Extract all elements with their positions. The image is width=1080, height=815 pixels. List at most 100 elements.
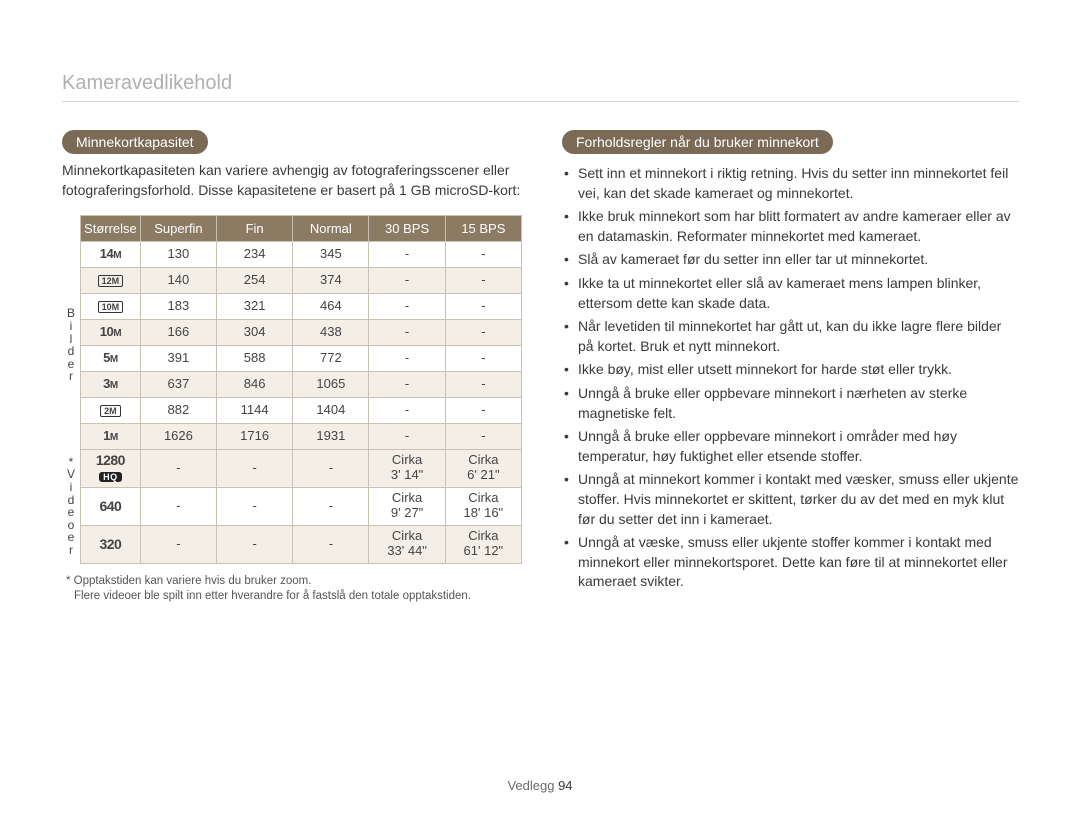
size-cell: 14M — [81, 241, 141, 267]
data-cell: 254 — [217, 267, 293, 293]
col-fin: Fin — [217, 215, 293, 241]
data-cell: 637 — [140, 371, 216, 397]
data-cell: 772 — [293, 345, 369, 371]
data-cell: - — [369, 423, 445, 449]
table-row: 10M166304438-- — [62, 319, 522, 345]
data-cell: - — [293, 525, 369, 563]
data-cell: - — [217, 487, 293, 525]
list-item: Unngå å bruke eller oppbevare minnekort … — [562, 427, 1020, 466]
list-item: Ikke bruk minnekort som har blitt format… — [562, 207, 1020, 246]
col-30bps: 30 BPS — [369, 215, 445, 241]
footnote-1: * Opptakstiden kan variere hvis du bruke… — [62, 574, 522, 590]
data-cell: 391 — [140, 345, 216, 371]
data-cell: - — [369, 267, 445, 293]
data-cell: 130 — [140, 241, 216, 267]
precautions-list: Sett inn et minnekort i riktig retning. … — [562, 164, 1020, 592]
data-cell: - — [445, 293, 521, 319]
data-cell: - — [293, 487, 369, 525]
right-column: Forholdsregler når du bruker minnekort S… — [562, 130, 1020, 605]
page-title: Kameravedlikehold — [62, 72, 1020, 102]
group-label-videoer: *Videoer — [62, 449, 81, 563]
footnote-2: Flere videoer ble spilt inn etter hveran… — [62, 589, 522, 605]
data-cell: 140 — [140, 267, 216, 293]
list-item: Unngå å bruke eller oppbevare minnekort … — [562, 384, 1020, 423]
col-normal: Normal — [293, 215, 369, 241]
data-cell: - — [140, 487, 216, 525]
size-cell: 1280HQ — [81, 449, 141, 487]
data-cell: - — [217, 449, 293, 487]
data-cell: - — [369, 241, 445, 267]
col-storrelse: Størrelse — [81, 215, 141, 241]
table-row: *Videoer1280HQ---Cirka3' 14"Cirka6' 21" — [62, 449, 522, 487]
data-cell: 846 — [217, 371, 293, 397]
size-cell: 5M — [81, 345, 141, 371]
data-cell: Cirka9' 27" — [369, 487, 445, 525]
data-cell: 234 — [217, 241, 293, 267]
data-cell: 1931 — [293, 423, 369, 449]
data-cell: 345 — [293, 241, 369, 267]
heading-minnekortkapasitet: Minnekortkapasitet — [62, 130, 208, 154]
size-cell: 10M — [81, 293, 141, 319]
data-cell: - — [445, 319, 521, 345]
data-cell: - — [369, 397, 445, 423]
left-column: Minnekortkapasitet Minnekortkapasiteten … — [62, 130, 522, 605]
size-cell: 12M — [81, 267, 141, 293]
data-cell: 374 — [293, 267, 369, 293]
list-item: Når levetiden til minnekortet har gått u… — [562, 317, 1020, 356]
size-cell: 320 — [81, 525, 141, 563]
data-cell: Cirka6' 21" — [445, 449, 521, 487]
list-item: Ikke bøy, mist eller utsett minnekort fo… — [562, 360, 1020, 380]
data-cell: - — [369, 371, 445, 397]
intro-text: Minnekortkapasiteten kan variere avhengi… — [62, 160, 522, 201]
table-row: 640---Cirka9' 27"Cirka18' 16" — [62, 487, 522, 525]
data-cell: Cirka3' 14" — [369, 449, 445, 487]
list-item: Ikke ta ut minnekortet eller slå av kame… — [562, 274, 1020, 313]
size-cell: 10M — [81, 319, 141, 345]
data-cell: - — [217, 525, 293, 563]
data-cell: Cirka33' 44" — [369, 525, 445, 563]
data-cell: - — [445, 371, 521, 397]
data-cell: 588 — [217, 345, 293, 371]
footer-label: Vedlegg — [507, 778, 554, 793]
col-superfin: Superfin — [140, 215, 216, 241]
table-row: 12M140254374-- — [62, 267, 522, 293]
capacity-table-wrap: Størrelse Superfin Fin Normal 30 BPS 15 … — [62, 215, 522, 564]
data-cell: 166 — [140, 319, 216, 345]
size-cell: 1M — [81, 423, 141, 449]
data-cell: - — [369, 345, 445, 371]
data-cell: - — [293, 449, 369, 487]
heading-forholdsregler: Forholdsregler når du bruker minnekort — [562, 130, 833, 154]
table-row: Bilder14M130234345-- — [62, 241, 522, 267]
list-item: Unngå at væske, smuss eller ukjente stof… — [562, 533, 1020, 592]
size-cell: 640 — [81, 487, 141, 525]
data-cell: - — [445, 267, 521, 293]
data-cell: - — [369, 319, 445, 345]
table-row: 5M391588772-- — [62, 345, 522, 371]
data-cell: Cirka18' 16" — [445, 487, 521, 525]
data-cell: 1065 — [293, 371, 369, 397]
data-cell: - — [445, 423, 521, 449]
data-cell: - — [140, 525, 216, 563]
data-cell: 1716 — [217, 423, 293, 449]
capacity-table: Størrelse Superfin Fin Normal 30 BPS 15 … — [62, 215, 522, 564]
data-cell: 1404 — [293, 397, 369, 423]
data-cell: Cirka61' 12" — [445, 525, 521, 563]
table-row: 2M88211441404-- — [62, 397, 522, 423]
table-row: 320---Cirka33' 44"Cirka61' 12" — [62, 525, 522, 563]
data-cell: 882 — [140, 397, 216, 423]
col-15bps: 15 BPS — [445, 215, 521, 241]
list-item: Slå av kameraet før du setter inn eller … — [562, 250, 1020, 270]
data-cell: 1626 — [140, 423, 216, 449]
data-cell: 438 — [293, 319, 369, 345]
table-header-row: Størrelse Superfin Fin Normal 30 BPS 15 … — [62, 215, 522, 241]
data-cell: 464 — [293, 293, 369, 319]
table-row: 3M6378461065-- — [62, 371, 522, 397]
footer-page-number: 94 — [558, 778, 572, 793]
data-cell: - — [445, 345, 521, 371]
spacer-cell — [62, 215, 81, 241]
data-cell: - — [445, 397, 521, 423]
data-cell: 321 — [217, 293, 293, 319]
page-footer: Vedlegg 94 — [0, 778, 1080, 793]
size-cell: 3M — [81, 371, 141, 397]
data-cell: - — [369, 293, 445, 319]
